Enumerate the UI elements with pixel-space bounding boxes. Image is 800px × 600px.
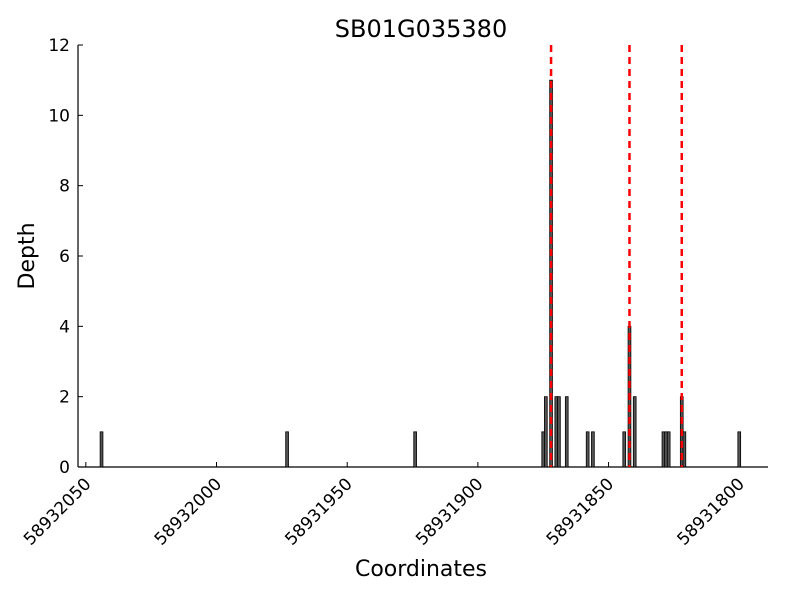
bar [544, 396, 548, 468]
bar [737, 431, 742, 468]
bar [591, 431, 595, 468]
bar [666, 431, 671, 468]
bar [585, 431, 590, 468]
x-tick-label: 58932050 [20, 474, 95, 549]
y-tick-label: 8 [59, 177, 70, 197]
bar [622, 431, 627, 468]
bar [413, 431, 417, 468]
x-tick-label: 58931900 [412, 474, 487, 549]
x-tick-label: 58931950 [281, 474, 356, 549]
bar [564, 396, 569, 468]
y-tick-label: 6 [59, 247, 70, 267]
y-tick-label: 0 [59, 458, 70, 478]
x-tick-label: 58931850 [543, 474, 618, 549]
y-tick-label: 10 [48, 106, 70, 126]
bar [682, 431, 687, 468]
x-tick-label: 58931800 [673, 474, 748, 549]
bar [99, 431, 104, 468]
x-tick-label: 58932000 [151, 474, 226, 549]
bar [557, 396, 561, 468]
bar [632, 396, 637, 468]
y-tick-label: 12 [48, 36, 70, 56]
x-axis-label: Coordinates [355, 557, 487, 582]
bar [285, 431, 289, 468]
y-axis-label: Depth [15, 222, 40, 289]
y-tick-label: 2 [59, 388, 70, 408]
y-tick-label: 4 [59, 317, 70, 337]
chart-title: SB01G035380 [335, 15, 507, 43]
